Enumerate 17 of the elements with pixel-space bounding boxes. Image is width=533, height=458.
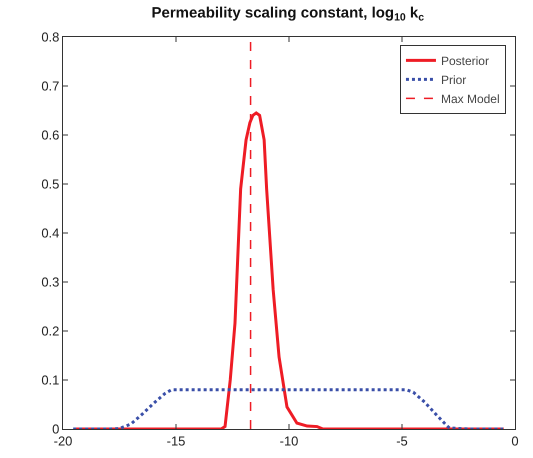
y-tick-label: 0.5 [41, 176, 60, 192]
line-series [72, 388, 505, 429]
legend-label: Prior [440, 73, 466, 88]
x-tick-label: -5 [396, 434, 408, 449]
x-tick-label: -10 [280, 434, 298, 449]
x-tick-label: 0 [511, 434, 519, 449]
y-tick-label: 0.3 [41, 274, 60, 290]
y-tick-label: 0.4 [41, 226, 60, 241]
y-tick-label: 0.1 [41, 372, 60, 388]
y-tick-label: 0.6 [41, 128, 60, 143]
legend-label: Posterior [440, 54, 489, 68]
y-tick-label: 0.2 [41, 324, 60, 339]
y-tick-label: 0.8 [41, 30, 60, 45]
y-tick-label: 0.7 [41, 78, 60, 94]
chart-title: Permeability scaling constant, log$_{10}$ k$_{c}$ [152, 4, 424, 24]
x-tick-label: -15 [166, 434, 186, 449]
legend-label: Max Model [440, 92, 500, 106]
